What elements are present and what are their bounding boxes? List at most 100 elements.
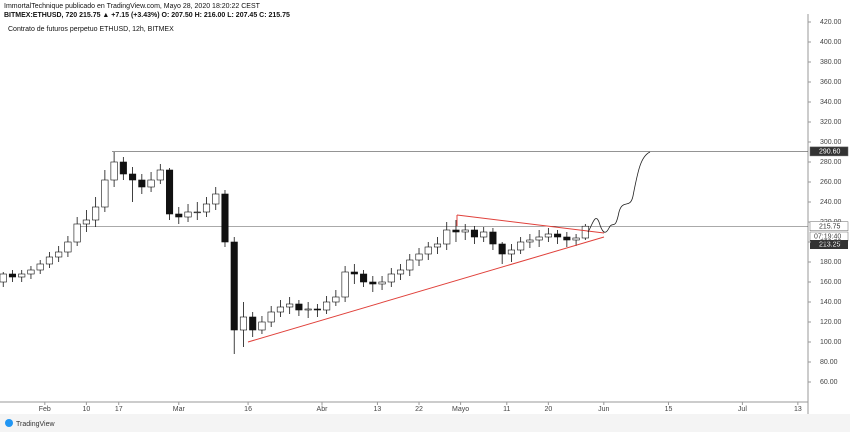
level-label: 215.75 [819,224,841,231]
candle-body [433,243,442,248]
candle-body [452,229,460,233]
x-tick-label: 20 [544,406,552,413]
candle-body [138,179,146,188]
x-tick-label: Feb [39,406,51,413]
y-tick-label: 160.00 [820,279,842,286]
bid-label: 213.25 [819,241,841,248]
x-tick-label: 16 [244,406,252,413]
candle-body [378,281,386,285]
y-tick-label: 80.00 [820,359,838,366]
level-label: 290.60 [819,149,841,156]
candle-body [119,161,127,175]
candle-body [147,179,155,188]
x-tick-label: 13 [374,406,382,413]
y-tick-label: 280.00 [820,159,842,166]
candle-body [230,241,238,331]
candle-body [572,237,580,241]
bid-box [810,240,848,249]
candle-body [563,236,571,241]
y-tick-label: 380.00 [820,59,842,66]
candle-body [544,233,552,238]
candle-body [424,246,432,255]
x-tick-label: 22 [415,406,423,413]
candle-body [64,241,72,253]
candle-body [397,269,405,275]
trend-support [247,236,605,343]
candle-body [443,229,451,245]
candle-body [360,273,368,283]
candle-body [258,321,266,331]
x-tick-label: 15 [665,406,673,413]
candle-body [18,273,26,278]
y-tick-label: 180.00 [820,259,842,266]
candle-body [193,211,201,214]
footer-bar [0,414,850,432]
x-tick-label: Mar [173,406,186,413]
candle-body [323,301,331,311]
candle-body [387,273,395,283]
y-tick-label: 340.00 [820,99,842,106]
candle-body [8,273,17,278]
forecast-path [587,151,651,233]
level-box [809,221,849,231]
candle-body [166,169,174,215]
candle-body [45,256,53,265]
candle-body [498,243,506,255]
candle-body [73,223,81,243]
candle-body [286,303,294,308]
candle-body [55,251,63,258]
candle-body [332,296,340,303]
candle-body [480,231,488,238]
x-tick-label: Mayo [452,406,469,413]
candle-body [239,316,247,331]
candle-body [249,316,257,331]
trend-resistance [456,214,605,234]
candle-body [92,206,100,221]
candle-body [554,233,562,238]
x-tick-label: 10 [82,406,90,413]
candle-body [156,169,164,181]
candle-body [129,173,137,181]
candle-body [101,179,109,208]
x-tick-label: Abr [317,406,329,413]
x-tick-label: Jun [598,406,609,413]
candle-body [110,161,118,181]
author-line: ImmortalTechnique publicado en TradingVi… [4,3,261,10]
candle-body [507,249,515,255]
candle-body [212,193,220,205]
level-box [809,146,849,157]
y-tick-label: 420.00 [820,19,842,26]
y-tick-label: 100.00 [820,339,842,346]
y-tick-label: 240.00 [820,199,842,206]
candle-body [341,271,349,298]
candle-body [0,273,7,283]
candle-body [489,231,497,245]
y-tick-label: 200.00 [820,239,842,246]
y-tick-label: 260.00 [820,179,842,186]
candle-body [526,239,534,243]
x-tick-label: 11 [503,406,510,413]
quote-line: BITMEX:ETHUSD, 720 215.75 ▲ +7.15 (+3.43… [4,12,290,19]
x-tick-label: Jul [738,406,747,413]
candle-body [36,263,44,271]
candle-body [517,241,525,251]
candle-body [350,271,358,275]
candle-body [295,303,303,311]
x-tick-label: 17 [115,406,123,413]
candle-body [27,269,35,275]
candle-body [470,229,478,238]
candle-body [267,311,275,323]
y-tick-label: 360.00 [820,79,842,86]
candle-body [276,306,284,313]
logo [5,419,13,427]
candle-body [82,219,90,225]
candle-body [184,211,192,218]
candle-body [313,308,321,311]
countdown: 07:19:40 [814,233,841,240]
y-tick-label: 120.00 [820,319,842,326]
candle-body [406,259,414,271]
y-tick-label: 320.00 [820,119,842,126]
